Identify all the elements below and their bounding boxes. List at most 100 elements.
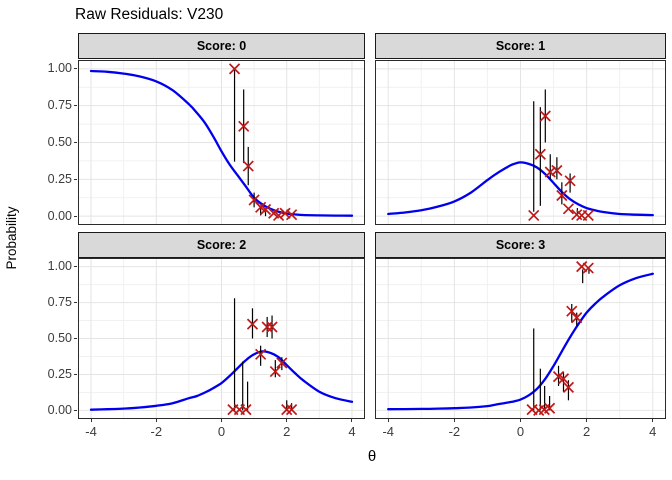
x-marker	[566, 305, 578, 317]
residual-points	[228, 63, 298, 222]
x-marker	[582, 262, 594, 274]
x-tick-label: -4	[382, 424, 394, 439]
x-marker	[534, 148, 546, 160]
facet-panel-score-1	[375, 60, 666, 225]
probability-curve	[387, 272, 654, 411]
facet-panel-score-0	[78, 60, 365, 225]
x-marker	[281, 404, 293, 416]
x-tick-mark	[586, 419, 588, 422]
x-marker	[571, 312, 583, 324]
y-tick-label: 0.25	[47, 171, 72, 186]
x-tick-label: -2	[448, 424, 461, 439]
x-marker	[562, 381, 575, 393]
residual-points	[528, 110, 594, 222]
x-tick-mark	[387, 419, 389, 422]
plot-title: Raw Residuals: V230	[75, 6, 224, 23]
y-tick-label: 0.00	[47, 402, 72, 417]
residual-points	[227, 318, 298, 416]
facet-panel-score-2	[78, 258, 365, 419]
facet-strip-score-1: Score: 1	[375, 33, 666, 59]
panel-border	[78, 60, 365, 225]
x-marker	[286, 404, 298, 416]
panel-border	[78, 258, 365, 419]
panel-border	[375, 60, 666, 225]
facet-panel-score-3	[375, 258, 666, 419]
x-tick-mark	[351, 419, 353, 422]
x-tick-mark	[286, 419, 288, 422]
x-tick-mark	[520, 419, 521, 422]
x-marker	[228, 63, 241, 75]
y-tick-mark	[74, 178, 77, 180]
x-tick-label: 2	[583, 424, 591, 439]
y-tick-mark	[74, 215, 77, 217]
probability-curve	[89, 350, 354, 411]
facet-strip-label: Score: 1	[495, 39, 546, 53]
y-axis-title: Probability	[4, 206, 19, 270]
y-tick-label: 0.50	[47, 331, 72, 345]
y-tick-mark	[74, 409, 77, 411]
x-tick-label: 2	[283, 424, 291, 439]
x-marker	[551, 164, 563, 177]
x-tick-mark	[90, 419, 92, 422]
x-marker	[562, 203, 575, 215]
x-marker	[238, 120, 250, 132]
probability-curve	[89, 69, 354, 217]
x-marker	[543, 402, 556, 414]
facet-strip-label: Score: 3	[495, 238, 546, 252]
y-tick-mark	[74, 373, 77, 375]
x-marker	[576, 261, 588, 273]
x-tick-label: 4	[348, 424, 356, 439]
y-tick-mark	[74, 266, 77, 268]
x-axis-title: θ	[367, 448, 377, 465]
y-tick-label: 0.25	[47, 366, 72, 381]
x-marker	[539, 110, 551, 122]
x-tick-label: -4	[85, 424, 97, 439]
y-tick-mark	[74, 68, 77, 70]
gridlines-major	[78, 258, 365, 419]
x-tick-label: 0	[516, 424, 525, 439]
y-tick-label: 0.75	[47, 98, 72, 113]
y-tick-mark	[74, 302, 77, 304]
x-marker	[255, 348, 267, 360]
x-marker	[246, 318, 259, 330]
x-marker	[564, 175, 576, 187]
x-tick-label: -2	[150, 424, 163, 439]
y-tick-mark	[74, 142, 77, 143]
y-tick-label: 1.00	[47, 259, 72, 274]
y-tick-label: 0.75	[47, 295, 72, 310]
x-marker	[544, 166, 556, 178]
gridlines-major	[375, 258, 666, 419]
y-tick-mark	[74, 105, 77, 107]
x-marker	[582, 209, 594, 222]
x-marker	[276, 357, 288, 369]
facet-strip-score-2: Score: 2	[78, 232, 365, 258]
x-marker	[279, 207, 291, 219]
y-tick-label: 1.00	[47, 61, 72, 76]
x-marker	[259, 203, 272, 216]
x-marker	[269, 365, 281, 378]
x-tick-mark	[453, 419, 455, 422]
x-marker	[242, 160, 254, 172]
facet-strip-label: Score: 2	[196, 238, 247, 252]
x-marker	[556, 189, 568, 202]
y-tick-label: 0.50	[47, 135, 72, 149]
x-tick-mark	[221, 419, 222, 422]
residual-points	[526, 261, 594, 416]
probability-curve	[387, 161, 654, 217]
x-marker	[286, 209, 298, 221]
facet-strip-score-0: Score: 0	[78, 33, 365, 59]
gridlines-major	[78, 60, 365, 225]
y-tick-label: 0.00	[47, 208, 72, 223]
facet-strip-score-3: Score: 3	[375, 232, 666, 258]
x-marker	[261, 321, 273, 333]
x-tick-label: 0	[217, 424, 226, 439]
x-marker	[557, 373, 570, 385]
x-tick-mark	[155, 419, 157, 422]
gridlines-major	[375, 60, 666, 225]
x-marker	[272, 209, 285, 222]
x-marker	[528, 209, 540, 222]
x-marker	[266, 321, 278, 333]
facet-strip-label: Score: 0	[196, 39, 247, 53]
x-marker	[240, 404, 252, 416]
